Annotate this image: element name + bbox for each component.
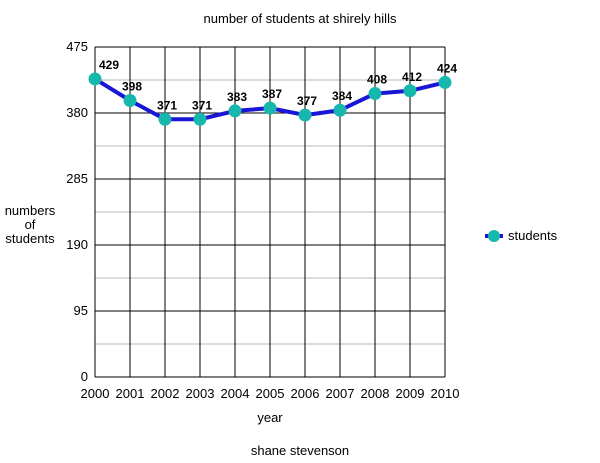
data-point (403, 84, 417, 98)
y-tick-label: 0 (81, 369, 88, 384)
data-label: 424 (437, 61, 457, 75)
grid (94, 46, 446, 378)
y-axis-label-line: students (5, 231, 55, 246)
x-tick-label: 2009 (396, 386, 425, 401)
data-label: 412 (402, 70, 422, 84)
x-tick-label: 2006 (291, 386, 320, 401)
x-tick-label: 2007 (326, 386, 355, 401)
y-tick-labels: 0 95 190 285 380 475 (66, 39, 88, 384)
data-label: 377 (297, 94, 317, 108)
data-point (438, 75, 452, 89)
series-students (88, 72, 452, 126)
data-label: 384 (332, 89, 352, 103)
chart-title: number of students at shirely hills (203, 11, 397, 26)
legend-label: students (508, 228, 558, 243)
data-label: 408 (367, 73, 387, 87)
y-axis-label-line: numbers (4, 203, 56, 218)
x-tick-label: 2004 (221, 386, 250, 401)
x-tick-label: 2005 (256, 386, 285, 401)
data-label: 387 (262, 87, 282, 101)
legend: students (484, 228, 557, 243)
data-label: 383 (227, 90, 247, 104)
data-label: 398 (122, 79, 142, 93)
chart-caption: shane stevenson (250, 443, 350, 458)
data-point (298, 108, 312, 122)
x-axis-label: year (257, 410, 283, 425)
y-tick-label: 380 (66, 105, 88, 120)
data-label: 429 (99, 58, 119, 72)
legend-marker-icon (485, 229, 503, 242)
data-point (368, 87, 382, 101)
y-tick-label: 190 (66, 237, 88, 252)
x-tick-label: 2008 (361, 386, 390, 401)
data-point (263, 101, 277, 115)
data-label: 371 (192, 98, 212, 112)
y-axis-label-line: of (24, 217, 36, 232)
x-tick-label: 2002 (151, 386, 180, 401)
y-tick-label: 95 (74, 303, 88, 318)
x-tick-label: 2003 (186, 386, 215, 401)
x-tick-label: 2000 (81, 386, 110, 401)
data-point (123, 93, 137, 107)
x-tick-label: 2001 (116, 386, 145, 401)
data-point (88, 72, 102, 86)
data-label: 371 (157, 98, 177, 112)
y-tick-label: 475 (66, 39, 88, 54)
y-tick-label: 285 (66, 171, 88, 186)
data-point (333, 103, 347, 117)
data-point (228, 104, 242, 118)
x-tick-labels: 2000 2001 2002 2003 2004 2005 2006 2007 2008 2009… (81, 386, 460, 401)
y-axis-label: numbers of students (2, 204, 58, 246)
x-tick-label: 2010 (431, 386, 460, 401)
data-point (158, 112, 172, 126)
data-point (193, 112, 207, 126)
